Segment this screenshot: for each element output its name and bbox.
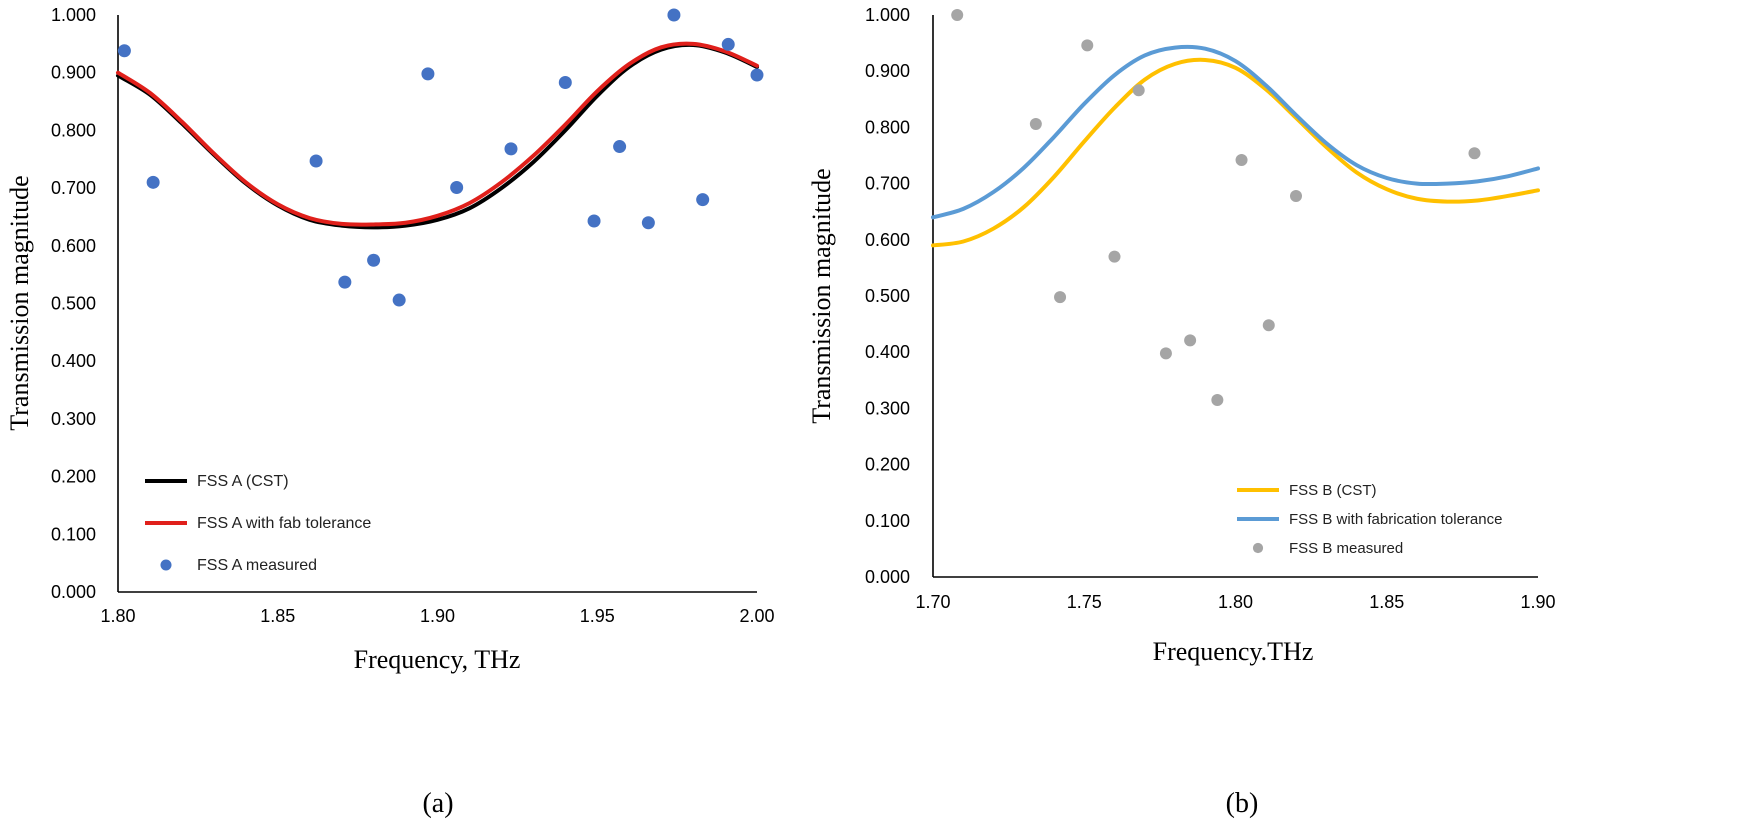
y-tick-label: 0.200 [865, 455, 910, 475]
legend-label: FSS B with fabrication tolerance [1289, 511, 1502, 528]
y-tick-label: 0.600 [865, 230, 910, 250]
data-point [641, 216, 655, 230]
y-tick-label: 0.000 [51, 582, 96, 602]
x-tick-label: 1.95 [580, 606, 615, 626]
data-point [750, 68, 764, 82]
y-tick-label: 0.700 [51, 178, 96, 198]
y-tick-label: 0.700 [865, 174, 910, 194]
data-point [1108, 250, 1121, 263]
x-tick-label: 1.70 [915, 592, 950, 612]
data-point [1211, 393, 1224, 406]
legend-label: FSS A (CST) [197, 473, 289, 490]
x-axis-title: Frequency, THz [354, 645, 521, 674]
x-tick-label: 1.85 [1369, 592, 1404, 612]
data-point [146, 175, 160, 189]
data-point [1054, 291, 1067, 304]
y-tick-label: 0.100 [865, 511, 910, 531]
data-point [587, 214, 601, 228]
y-tick-label: 0.300 [865, 398, 910, 418]
y-tick-label: 0.600 [51, 236, 96, 256]
data-point [1132, 84, 1145, 97]
legend-label: FSS A measured [197, 557, 317, 574]
data-point [951, 9, 964, 21]
series-line [116, 41, 759, 227]
y-tick-label: 0.900 [865, 61, 910, 81]
y-tick-label: 1.000 [51, 5, 96, 25]
legend-swatch-marker [1252, 542, 1264, 554]
x-tick-label: 1.90 [1520, 592, 1555, 612]
data-point [504, 142, 518, 156]
data-point [1029, 118, 1042, 131]
y-tick-label: 0.500 [865, 286, 910, 306]
y-tick-label: 0.400 [51, 351, 96, 371]
data-point [421, 67, 435, 81]
y-tick-label: 0.900 [51, 63, 96, 83]
legend-label: FSS B (CST) [1289, 482, 1377, 499]
y-tick-label: 0.200 [51, 467, 96, 487]
x-axis-title: Frequency.THz [1153, 637, 1314, 666]
data-point [1468, 147, 1481, 160]
data-point [367, 253, 381, 267]
chart-panel-b: 0.000 0.100 0.200 0.300 0.400 0.500 0.600 0.700… [807, 5, 1556, 819]
x-tick-label: 1.80 [1218, 592, 1253, 612]
panel-label: (b) [1226, 788, 1259, 819]
panel-label: (a) [422, 788, 453, 819]
data-point [338, 275, 352, 289]
y-tick-label: 0.400 [865, 342, 910, 362]
y-tick-label: 0.300 [51, 409, 96, 429]
legend-swatch-marker [160, 559, 172, 571]
y-axis-title: Transmission magnitude [807, 168, 836, 423]
data-point [1159, 347, 1172, 360]
x-tick-label: 1.85 [260, 606, 295, 626]
x-tick-label: 1.90 [420, 606, 455, 626]
data-point [558, 76, 572, 90]
data-point [392, 293, 406, 307]
data-point [1290, 189, 1302, 202]
data-point [696, 193, 710, 207]
data-point [1262, 319, 1275, 332]
series-line [931, 44, 1540, 220]
y-tick-label: 0.500 [51, 294, 96, 314]
y-tick-label: 0.800 [865, 117, 910, 137]
y-tick-label: 0.100 [51, 524, 96, 544]
data-point [117, 44, 131, 58]
data-point [450, 181, 464, 195]
series-line [931, 57, 1540, 248]
x-tick-label: 1.75 [1067, 592, 1102, 612]
legend-label: FSS B measured [1289, 540, 1403, 557]
chart-panel-a: 0.000 0.100 0.200 0.300 0.400 0.500 0.600 0.700… [5, 5, 775, 819]
data-point [1235, 153, 1248, 166]
data-point [309, 154, 323, 168]
data-point [1184, 334, 1197, 347]
data-point [721, 37, 735, 51]
data-point [667, 8, 681, 22]
data-point [1081, 39, 1094, 52]
y-tick-label: 1.000 [865, 5, 910, 25]
x-tick-label: 2.00 [739, 606, 774, 626]
legend-label: FSS A with fab tolerance [197, 515, 371, 532]
data-point [613, 140, 627, 154]
y-tick-label: 0.800 [51, 120, 96, 140]
y-tick-label: 0.000 [865, 567, 910, 587]
y-axis-title: Transmission magnitude [5, 175, 34, 430]
x-tick-label: 1.80 [100, 606, 135, 626]
series-line [116, 42, 759, 230]
